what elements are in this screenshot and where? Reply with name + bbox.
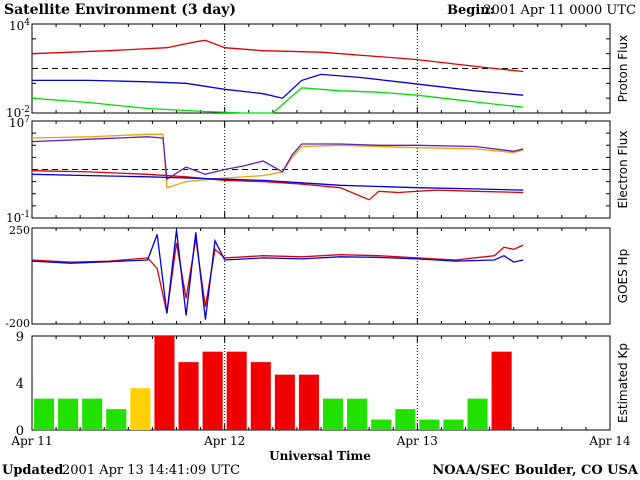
series-line-2 [31, 230, 524, 320]
kp-bar [467, 398, 488, 430]
y-tick-label: 0 [16, 424, 24, 439]
kp-bar [178, 362, 199, 430]
x-axis-label: Universal Time [269, 449, 371, 463]
kp-bar [154, 336, 175, 430]
kp-bar [347, 398, 368, 430]
kp-bar [58, 398, 79, 430]
series-line-1 [31, 39, 524, 73]
y-tick-label: 9 [16, 330, 24, 345]
begin-label: Begin: [447, 3, 495, 18]
kp-bar [371, 419, 392, 430]
x-tick-label-apr11: Apr 11 [10, 434, 52, 448]
kp-bar [34, 398, 55, 430]
updated-label: Updated [2, 463, 63, 478]
y-tick-label-bottom: 10-1 [6, 210, 30, 225]
kp-bar [443, 419, 464, 430]
kp-bar [323, 398, 344, 430]
kp-bar [106, 409, 127, 430]
kp-bar [226, 351, 247, 430]
y-tick-label: 4 [16, 377, 24, 392]
x-tick-label-apr14: Apr 14 [588, 434, 631, 448]
y-axis-label: Proton Flux [616, 35, 630, 102]
x-tick-label-apr13: Apr 13 [396, 434, 438, 448]
panel-2: Electron Flux 107 10-1 [6, 115, 630, 225]
kp-bar [298, 374, 319, 430]
series-line-4 [31, 173, 524, 191]
panel-1: Proton Flux 104 10-2 [6, 18, 630, 120]
series-line-1 [31, 133, 524, 189]
y-tick-label-bottom: 10-2 [6, 105, 30, 120]
panel-3: GOES Hp 250 -200 [5, 224, 630, 330]
kp-bar [250, 362, 271, 430]
panel-frame [31, 227, 611, 325]
x-tick-label-apr12: Apr 12 [203, 434, 245, 448]
kp-bar [419, 419, 440, 430]
kp-bar [491, 351, 512, 430]
kp-bar [395, 409, 416, 430]
kp-bar [82, 398, 103, 430]
y-axis-label: Estimated Kp [616, 343, 630, 423]
plot-title: Satellite Environment (3 day) [4, 2, 236, 18]
kp-bar [202, 351, 223, 430]
begin-value: 2001 Apr 11 0000 UTC [483, 3, 636, 18]
series-line-2 [31, 136, 524, 181]
panel-4: Estimated Kp 9 4 0 [16, 330, 630, 439]
series-line-3 [31, 170, 524, 201]
kp-bar [274, 374, 295, 430]
y-tick-label-top: 104 [9, 18, 30, 33]
y-tick-label-bottom: -200 [5, 317, 30, 330]
y-tick-label-top: 250 [9, 224, 30, 237]
y-axis-label: GOES Hp [616, 249, 630, 303]
series-line-3 [31, 87, 524, 114]
series-line-1 [31, 238, 524, 314]
y-tick-label-top: 107 [9, 115, 30, 130]
y-axis-label: Electron Flux [616, 131, 630, 209]
series-line-2 [32, 73, 524, 99]
credit: NOAA/SEC Boulder, CO USA [432, 463, 639, 478]
kp-bar [130, 388, 151, 430]
updated-value: 2001 Apr 13 14:41:09 UTC [62, 463, 240, 478]
